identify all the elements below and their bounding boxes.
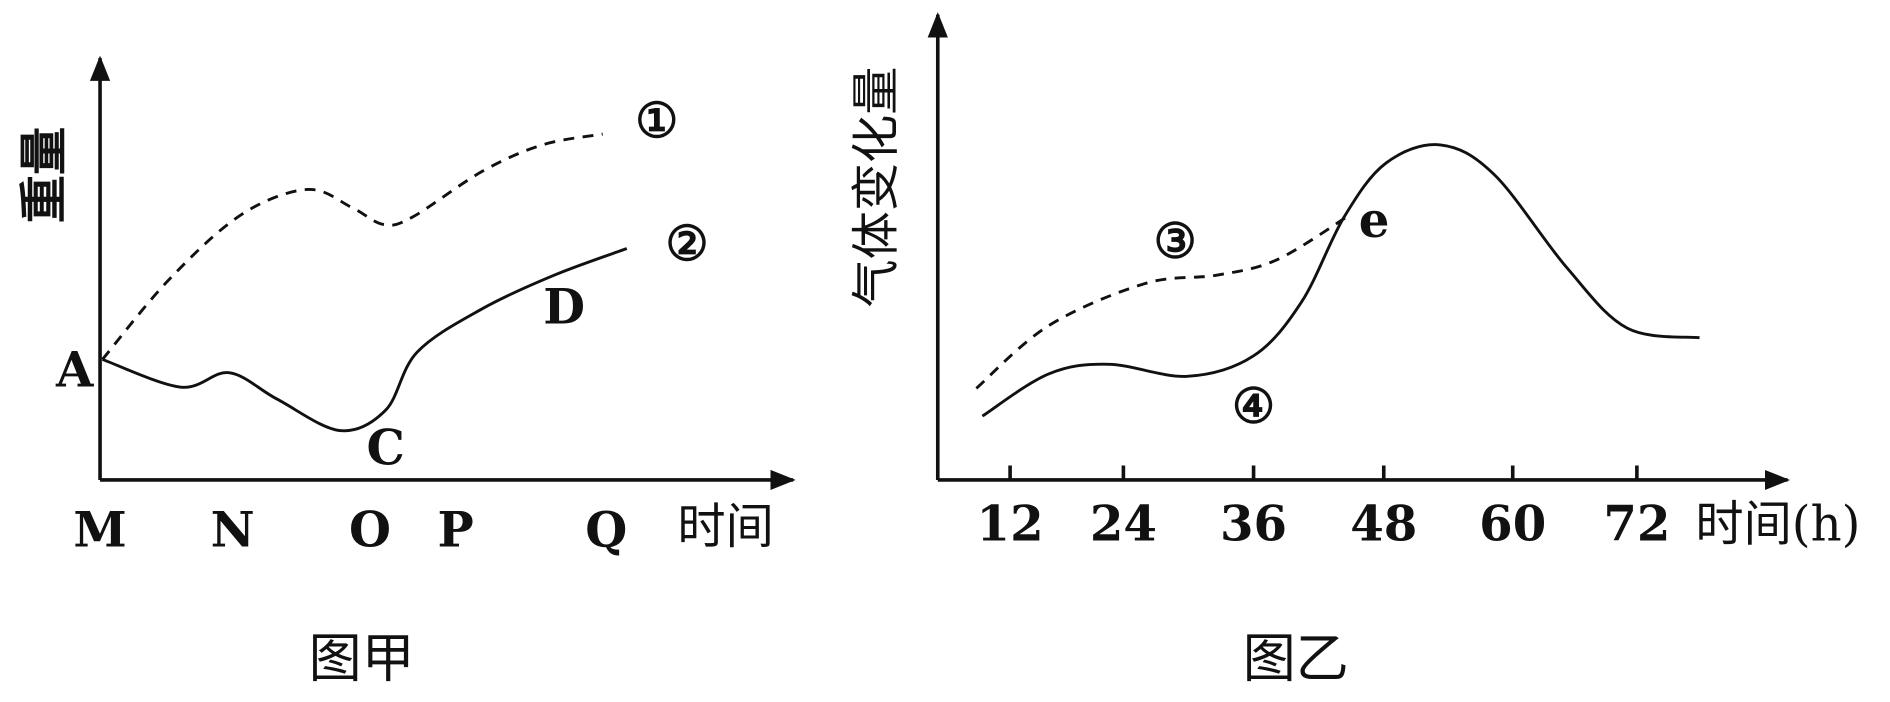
caption: 图甲 (309, 628, 415, 690)
curve-1 (101, 132, 603, 361)
x-label: M (73, 503, 126, 559)
point-label: A (55, 342, 94, 398)
x-label: N (211, 503, 255, 559)
point-label: D (543, 280, 585, 336)
x-label: Q (585, 503, 627, 559)
x-label: P (438, 503, 474, 559)
x-label: 12 (977, 497, 1044, 553)
x-label: 36 (1220, 497, 1287, 553)
curve-3 (975, 213, 1351, 390)
ticks (1008, 465, 1639, 480)
caption: 图乙 (1243, 628, 1349, 690)
point-label: e (1359, 193, 1390, 249)
panel-right: 气体变化量 12 24 36 48 60 72 时间(h) e ③ ④ 图乙 (848, 12, 1860, 690)
x-label: 72 (1603, 497, 1670, 553)
y-label: 气体变化量 (848, 67, 904, 308)
x-axis-label: 时间 (677, 499, 773, 555)
x-axis-label: 时间(h) (1695, 497, 1860, 553)
x-label: O (349, 503, 391, 559)
point-label: C (367, 421, 405, 477)
x-label: 24 (1090, 497, 1157, 553)
curve-4 (981, 143, 1700, 418)
curve-label: ① (635, 93, 678, 149)
curve-2 (101, 247, 628, 433)
curve-label: ④ (1232, 379, 1275, 435)
curve-label: ③ (1154, 213, 1197, 269)
curve-label: ② (665, 216, 708, 272)
panel-left: 重量 M N O P Q 时间 A C D ① ② 图甲 (17, 55, 796, 690)
x-label: 48 (1350, 497, 1417, 553)
y-label: 重量 (17, 127, 73, 223)
x-label: 60 (1479, 497, 1546, 553)
